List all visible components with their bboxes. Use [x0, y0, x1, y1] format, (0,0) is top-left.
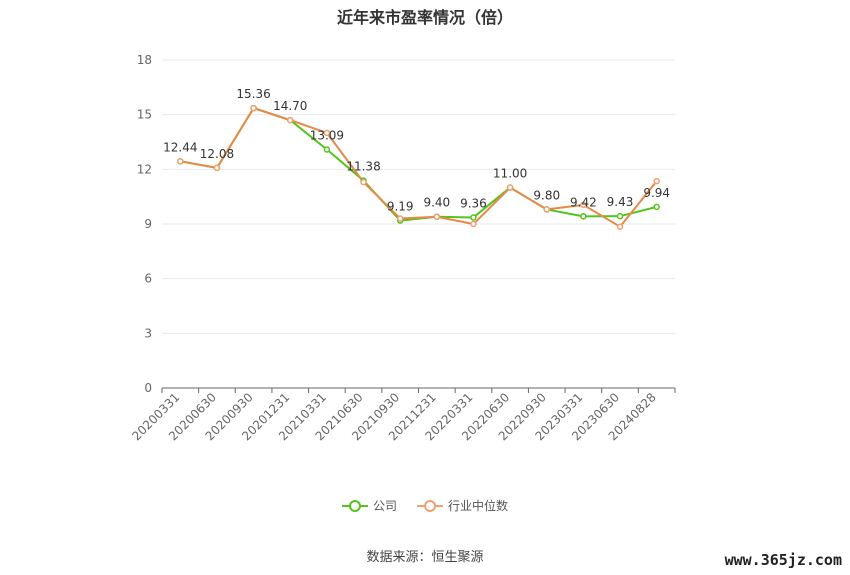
series-1-point — [543, 206, 550, 213]
grid-lines — [162, 59, 675, 334]
data-label: 9.94 — [643, 186, 670, 200]
series-1-point — [250, 104, 257, 112]
data-source: 数据来源：恒生聚源 — [366, 550, 484, 565]
data-label: 9.36 — [460, 196, 487, 210]
legend-industry-swatch — [417, 499, 443, 512]
series-1-point — [287, 116, 294, 124]
y-tick-label: 3 — [144, 326, 152, 340]
legend-item-industry[interactable]: 行业中位数 — [417, 497, 508, 514]
series-1-point — [396, 215, 404, 222]
data-label: 9.42 — [570, 195, 597, 209]
data-label: 12.08 — [200, 147, 234, 161]
series-1-point — [580, 201, 587, 209]
series-1-point — [177, 158, 184, 165]
series-0-point — [470, 214, 477, 221]
chart-title: 近年来市盈率情况（倍） — [336, 8, 513, 27]
y-tick-label: 6 — [144, 272, 152, 286]
legend-company-label: 公司 — [372, 499, 397, 513]
series-1-point — [323, 129, 331, 137]
watermark: www.365jz.com — [724, 551, 842, 569]
data-label: 12.44 — [163, 140, 197, 154]
series-0-point — [616, 212, 624, 220]
data-label: 15.36 — [236, 87, 270, 101]
data-label: 11.00 — [493, 167, 527, 181]
series-1-point — [213, 164, 221, 172]
data-label: 9.43 — [607, 195, 634, 209]
series-1-point — [653, 177, 660, 185]
legend-industry-label: 行业中位数 — [448, 499, 509, 513]
series-0-point — [323, 146, 331, 153]
series-1-point — [616, 223, 624, 230]
legend-item-company[interactable]: 公司 — [341, 497, 397, 514]
data-label: 9.19 — [387, 200, 414, 214]
y-tick-label: 18 — [137, 53, 152, 67]
series-1-point — [506, 184, 514, 191]
data-label: 9.40 — [423, 196, 450, 210]
y-tick-label: 15 — [137, 108, 152, 122]
series-layer — [177, 104, 660, 230]
series-0-point — [580, 213, 587, 220]
series-line-1 — [180, 106, 658, 229]
legend: 公司 行业中位数 — [0, 497, 850, 514]
data-label: 14.70 — [273, 99, 307, 113]
data-label: 11.38 — [346, 160, 380, 174]
line-chart: 0 3 6 9 12 15 18 20200331202006302020093020201… — [129, 53, 676, 443]
y-tick-label: 12 — [137, 162, 152, 176]
series-1-point — [433, 213, 441, 220]
y-axis-ticks: 0 3 6 9 12 15 18 — [137, 53, 152, 395]
x-axis: 2020033120200630202009302020123120210331… — [129, 387, 676, 443]
y-tick-label: 0 — [144, 381, 152, 395]
data-label: 9.80 — [533, 188, 560, 202]
series-0-point — [653, 203, 660, 211]
y-tick-label: 9 — [144, 217, 152, 231]
data-label: 13.09 — [310, 128, 344, 142]
series-1-point — [360, 178, 367, 186]
series-1-point — [470, 220, 477, 228]
legend-company-swatch — [341, 499, 368, 512]
